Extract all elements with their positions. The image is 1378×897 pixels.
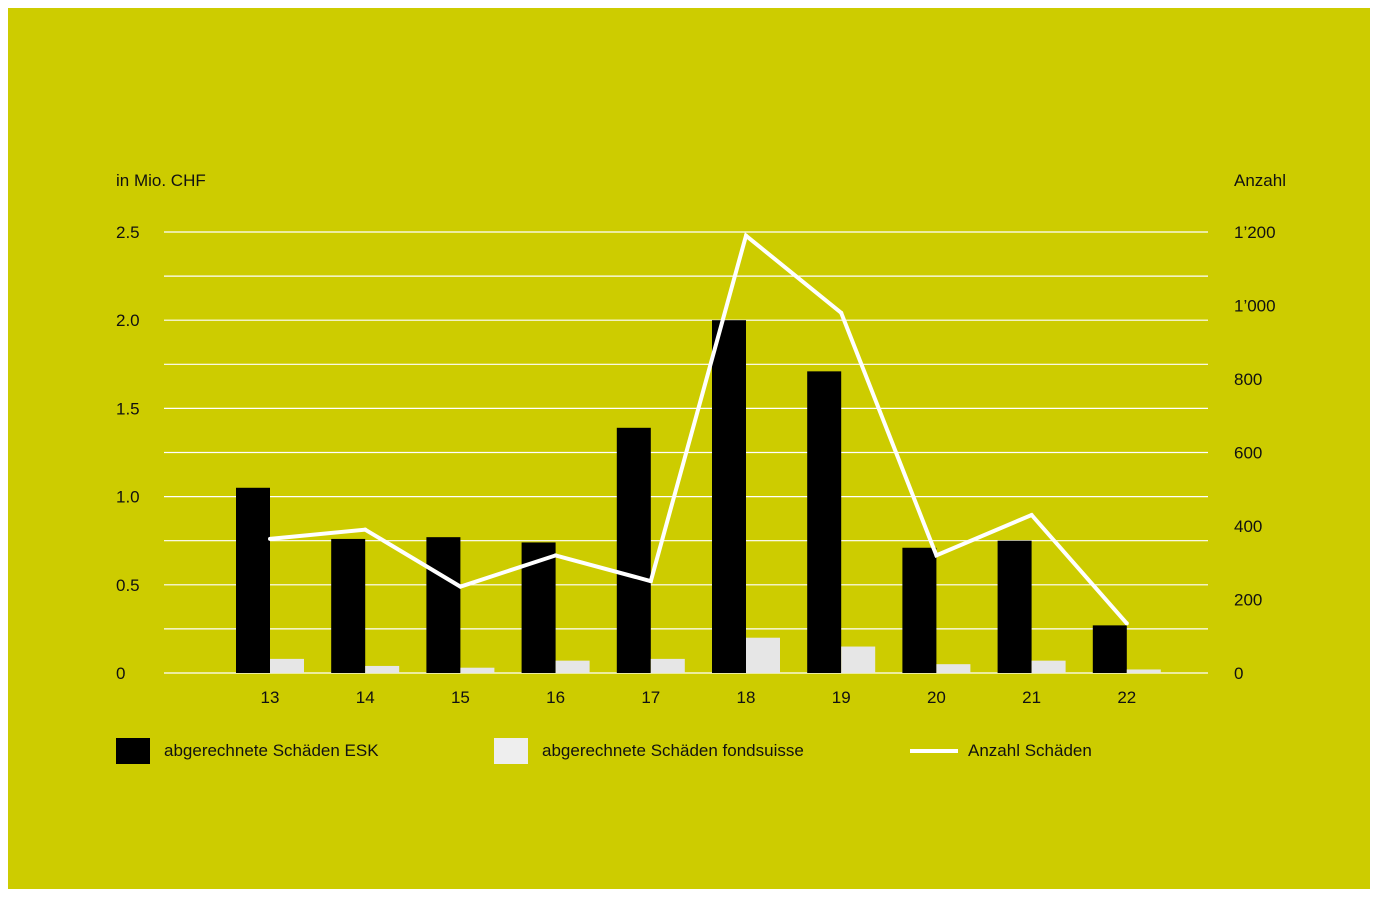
bar-fondsuisse [555, 660, 590, 673]
y2-tick-label: 200 [1234, 591, 1262, 610]
y2-tick-label: 400 [1234, 517, 1262, 536]
legend-item-anzahl: Anzahl Schäden [910, 738, 1092, 764]
x-tick-label: 15 [451, 688, 470, 707]
chart-panel: 0 0.5 1.0 1.5 2.0 2.5 0 200 400 600 800 1’000 1’200 1… [8, 8, 1370, 889]
line-point [839, 310, 844, 315]
line-point [1124, 621, 1129, 626]
y-axis-left-label: in Mio. CHF [116, 171, 206, 190]
line-point [1029, 512, 1034, 517]
legend-item-fondsuisse: abgerechnete Schäden fondsuisse [494, 738, 804, 764]
bar-fondsuisse [1126, 669, 1161, 673]
bar-esk [236, 487, 270, 673]
y-tick-label: 2.0 [116, 311, 140, 330]
line-point [744, 233, 748, 238]
bar-fondsuisse [460, 667, 495, 673]
legend-label-anzahl: Anzahl Schäden [968, 741, 1092, 760]
y-tick-label: 0 [116, 664, 125, 683]
x-tick-label: 13 [261, 688, 280, 707]
x-tick-label: 18 [737, 688, 756, 707]
y-axis-right-label: Anzahl [1234, 171, 1286, 190]
bar-esk [712, 320, 746, 673]
x-tick-label: 16 [546, 688, 565, 707]
bar-esk [1092, 625, 1127, 673]
legend-swatch-fondsuisse [494, 738, 528, 764]
legend-label-esk: abgerechnete Schäden ESK [164, 741, 379, 760]
bar-fondsuisse [746, 637, 780, 673]
bar-fondsuisse [936, 664, 971, 673]
legend-swatch-esk [116, 738, 150, 764]
y-tick-label: 1.0 [116, 488, 140, 507]
bars [236, 320, 1161, 673]
line-point [553, 553, 558, 558]
bar-esk [331, 538, 366, 673]
y-tick-label: 2.5 [116, 223, 140, 242]
line-anzahl-schaeden [269, 232, 1129, 625]
x-tick-label: 19 [832, 688, 851, 707]
x-tick-label: 21 [1022, 688, 1041, 707]
bar-esk [616, 427, 651, 673]
bar-esk [426, 537, 461, 673]
x-tick-label: 14 [356, 688, 375, 707]
line-point [934, 553, 939, 558]
y2-tick-label: 600 [1234, 444, 1262, 463]
y2-tick-label: 1’000 [1234, 297, 1276, 316]
bar-esk [902, 547, 937, 673]
line-point [648, 579, 653, 584]
bar-fondsuisse [365, 665, 400, 673]
legend-item-esk: abgerechnete Schäden ESK [116, 738, 379, 764]
y2-tick-label: 1’200 [1234, 223, 1276, 242]
line-point [363, 527, 368, 532]
y2-tick-label: 800 [1234, 370, 1262, 389]
y-tick-label: 1.5 [116, 399, 140, 418]
bar-esk [997, 540, 1032, 673]
line-point [458, 584, 463, 589]
bar-fondsuisse [270, 658, 304, 673]
bar-esk [807, 371, 842, 673]
x-tick-label: 22 [1117, 688, 1136, 707]
line-point [268, 536, 272, 541]
legend-label-fondsuisse: abgerechnete Schäden fondsuisse [542, 741, 804, 760]
x-tick-label: 20 [927, 688, 946, 707]
bar-fondsuisse [841, 646, 876, 673]
chart-plot: 0 0.5 1.0 1.5 2.0 2.5 0 200 400 600 800 1’000 1’200 1… [116, 171, 1286, 707]
x-tick-label: 17 [641, 688, 660, 707]
bar-fondsuisse [650, 658, 685, 673]
tick-labels: 0 0.5 1.0 1.5 2.0 2.5 0 200 400 600 800 1’000 1’200 1… [116, 223, 1276, 707]
y2-tick-label: 0 [1234, 664, 1243, 683]
count-line [268, 232, 1129, 626]
y-tick-label: 0.5 [116, 576, 140, 595]
legend-swatch-anzahl [910, 749, 958, 753]
bar-fondsuisse [1031, 660, 1066, 673]
